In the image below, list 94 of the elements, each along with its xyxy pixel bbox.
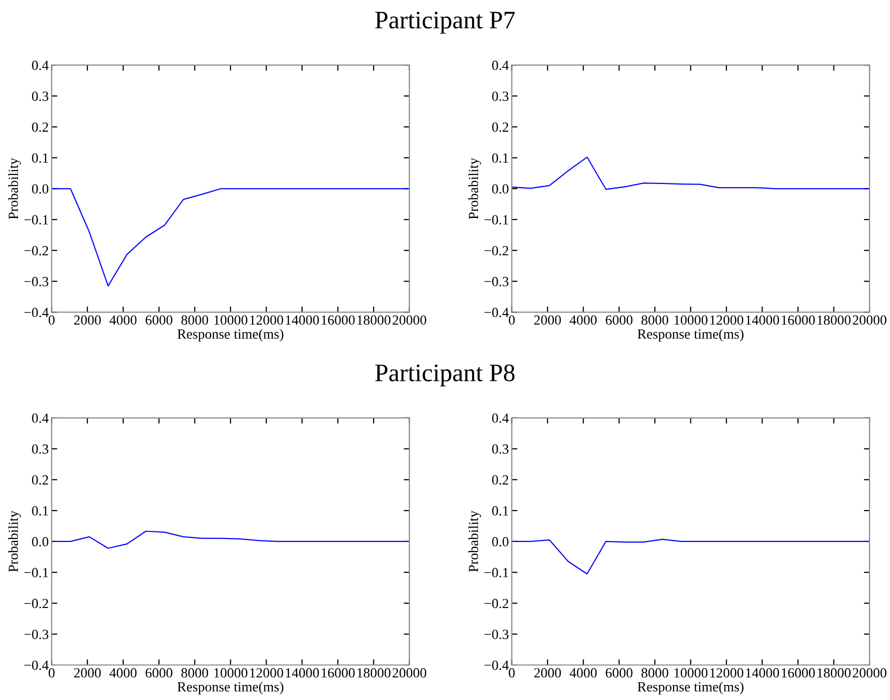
x-tick-label: 0 [48,668,55,678]
x-tick-label: 0 [48,315,55,325]
y-tick-label: −0.4 [484,308,509,318]
y-tick-label: 0.4 [492,413,509,423]
y-tick-label: 0.2 [32,122,48,132]
y-axis-title: Probability [468,510,481,572]
x-tick-label: 14000 [286,668,319,678]
chart-title: Participant P7 [375,12,515,34]
x-tick-label: 16000 [782,668,815,678]
y-tick-label: 0.0 [32,184,48,194]
line-series [512,538,870,574]
y-axis-title: Probability [8,510,21,572]
x-tick-label: 4000 [570,315,597,325]
y-tick-label: 0.0 [492,537,508,546]
x-tick-label: 2000 [74,668,101,678]
x-tick-label: 6000 [146,315,172,325]
x-axis-title: Response time(ms) [638,682,744,694]
y-tick-label: 0.4 [32,413,49,423]
x-tick-label: 2000 [74,315,101,325]
y-tick-label: −0.2 [484,246,508,256]
x-tick-label: 14000 [746,668,780,678]
y-tick-label: −0.3 [24,630,48,640]
x-tick-label: 8000 [642,315,668,325]
y-tick-label: −0.3 [24,276,48,286]
y-tick-label: 0.0 [32,537,48,546]
x-tick-label: 14000 [746,315,780,325]
y-tick-label: 0.1 [32,153,48,163]
y-tick-label: 0.3 [32,444,48,454]
x-tick-label: 18000 [818,315,851,325]
y-tick-label: 0.3 [492,444,508,454]
y-tick-label: 0.0 [492,184,508,194]
x-tick-label: 6000 [146,668,172,678]
y-tick-label: 0.1 [32,506,48,516]
x-tick-label: 4000 [110,668,137,678]
y-tick-label: −0.3 [484,630,508,640]
x-tick-label: 16000 [782,315,815,325]
y-tick-label: 0.4 [492,60,509,70]
y-tick-label: −0.4 [24,660,49,670]
y-axis-title: Probability [8,158,21,220]
x-tick-label: 0 [508,315,515,325]
y-tick-label: −0.1 [24,568,48,578]
x-tick-label: 2000 [534,315,561,325]
x-tick-label: 12000 [710,668,744,678]
x-tick-label: 6000 [606,315,632,325]
y-axis-title: Probability [468,158,481,220]
x-tick-label: 0 [508,668,515,678]
x-tick-label: 10000 [674,315,708,325]
y-tick-label: 0.2 [492,475,508,485]
line-series [512,156,870,190]
x-tick-label: 20000 [852,668,886,678]
y-tick-label: 0.3 [492,92,508,102]
x-tick-label: 2000 [534,668,561,678]
y-tick-label: −0.1 [24,215,48,225]
x-tick-label: 16000 [322,315,355,325]
x-tick-label: 4000 [110,315,137,325]
y-tick-label: −0.2 [484,598,508,608]
y-tick-label: −0.1 [484,568,508,578]
x-tick-label: 8000 [642,668,668,678]
y-tick-label: −0.2 [24,246,48,256]
x-tick-label: 20000 [392,668,426,678]
y-tick-label: −0.3 [484,276,508,286]
x-tick-label: 12000 [710,315,744,325]
line-series [52,530,410,549]
x-tick-label: 10000 [214,668,248,678]
x-tick-label: 18000 [357,668,390,678]
x-tick-label: 14000 [286,315,319,325]
y-tick-label: 0.1 [492,153,508,163]
x-tick-label: 20000 [392,315,426,325]
x-tick-label: 10000 [214,315,248,325]
y-tick-label: 0.4 [32,60,49,70]
y-tick-label: −0.1 [484,215,508,225]
x-tick-label: 8000 [181,668,208,678]
x-tick-label: 18000 [357,315,390,325]
y-tick-label: −0.2 [24,598,48,608]
x-tick-label: 6000 [606,668,632,678]
y-tick-label: 0.2 [32,475,48,485]
line-series [52,188,410,286]
x-tick-label: 8000 [181,315,208,325]
x-tick-label: 4000 [570,668,597,678]
x-tick-label: 12000 [250,668,284,678]
y-tick-label: 0.3 [32,92,48,102]
y-tick-label: −0.4 [24,308,49,318]
x-axis-title: Response time(ms) [638,328,744,342]
x-tick-label: 10000 [674,668,708,678]
x-tick-label: 12000 [250,315,284,325]
y-tick-label: 0.1 [492,506,508,516]
x-tick-label: 18000 [818,668,851,678]
y-tick-label: −0.4 [484,660,509,670]
x-tick-label: 16000 [322,668,355,678]
x-axis-title: Response time(ms) [177,328,284,342]
x-axis-title: Response time(ms) [177,682,284,694]
x-tick-label: 20000 [852,315,886,325]
y-tick-label: 0.2 [492,122,508,132]
chart-title: Participant P8 [375,364,515,386]
